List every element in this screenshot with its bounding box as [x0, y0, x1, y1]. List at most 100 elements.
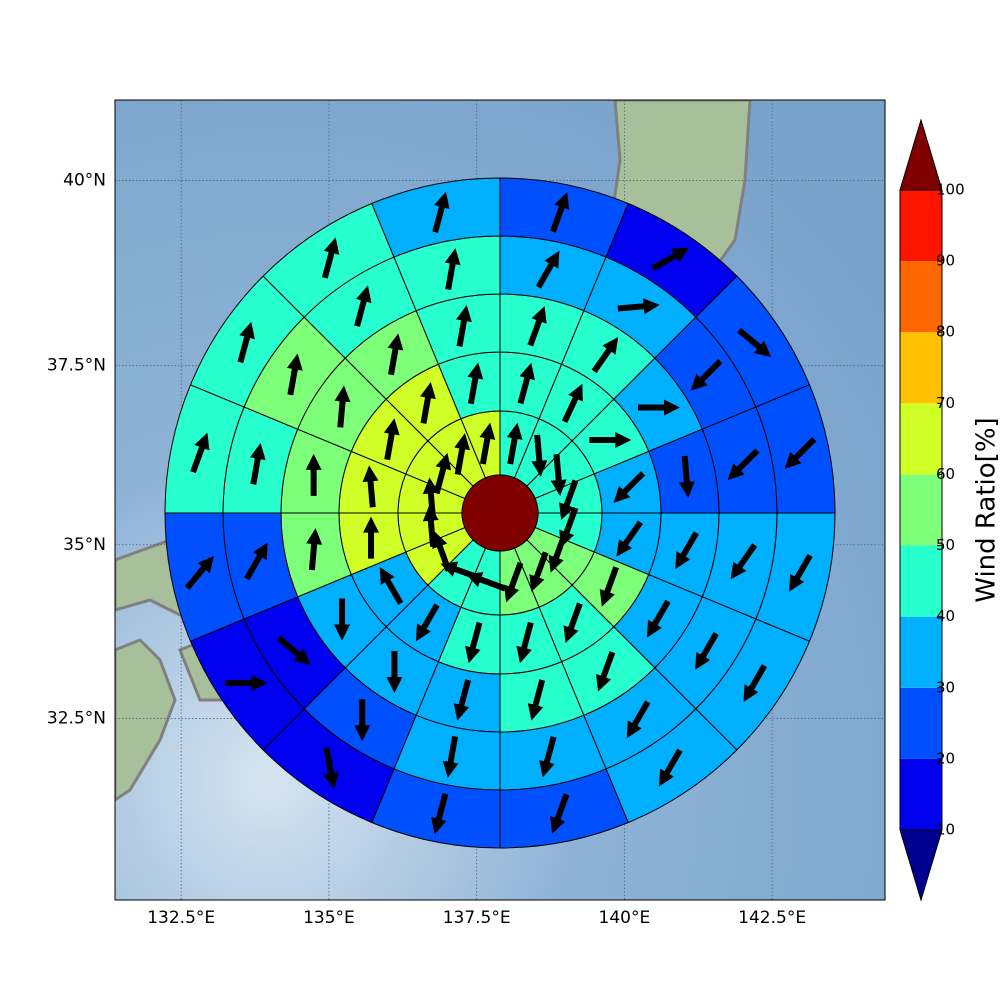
wind-arrow: [616, 520, 643, 557]
colorbar-segment: [900, 545, 942, 617]
x-tick-label: 132.5°E: [147, 908, 215, 928]
wind-arrow: [431, 793, 449, 835]
wind-arrow: [363, 516, 380, 559]
wind-arrow: [599, 566, 619, 607]
wind-arrow: [789, 553, 813, 592]
colorbar-label: Wind Ratio[%]: [972, 417, 1000, 602]
wind-arrow: [237, 321, 255, 364]
wind-arrow: [517, 362, 535, 405]
wind-arrow: [550, 192, 570, 233]
y-tick-label: 35°N: [63, 535, 106, 555]
colorbar-tick-label: 40: [936, 607, 955, 625]
wind-arrow: [456, 304, 472, 347]
wind-arrow: [743, 664, 768, 703]
wind-arrow: [362, 465, 379, 508]
wind-arrow: [531, 434, 548, 477]
wind-arrow: [467, 362, 484, 405]
wind-arrow: [527, 679, 546, 721]
wind-arrow: [737, 327, 772, 358]
wind-arrow: [190, 432, 210, 474]
wind-arrow: [730, 543, 758, 580]
wind-arrow: [675, 531, 699, 570]
colorbar-segment: [900, 616, 942, 688]
y-tick-label: 40°N: [63, 171, 106, 191]
center-disc: [461, 474, 539, 552]
colorbar-frame: [899, 189, 943, 831]
wind-arrow: [690, 358, 723, 391]
colorbar-segment: [900, 687, 942, 759]
wind-arrow: [559, 479, 579, 521]
wind-arrow: [479, 422, 496, 465]
x-tick-label: 140°E: [599, 908, 651, 928]
colorbar-segment: [900, 758, 942, 830]
wind-arrow: [442, 736, 459, 778]
colorbar-tick-label: 70: [936, 394, 955, 412]
wind-arrow: [506, 422, 523, 465]
wind-arrow: [387, 333, 404, 376]
wind-arrow: [420, 381, 436, 424]
wind-arrow: [535, 250, 560, 289]
y-tick-label: 32.5°N: [47, 708, 106, 728]
wind-arrow: [386, 650, 403, 693]
wind-arrow: [334, 385, 351, 428]
wind-arrow: [225, 675, 268, 692]
wind-arrow: [563, 602, 583, 644]
wind-arrow: [433, 452, 452, 495]
colorbar-tick-label: 30: [936, 678, 955, 696]
wind-arrow: [595, 651, 616, 692]
wind-arrow: [548, 532, 568, 573]
wind-arrow: [561, 383, 583, 424]
wind-arrow: [383, 418, 400, 461]
axis-labels: 132.5°E 135°E 137.5°E 140°E 142.5°E 32.5°N 35°…: [47, 171, 806, 928]
wind-sector: [371, 177, 501, 258]
wind-arrow: [379, 567, 404, 605]
wind-arrow: [651, 247, 690, 272]
colorbar-tick-label: 100: [936, 181, 965, 199]
wind-arrow: [306, 528, 323, 571]
wind-arrow: [659, 748, 683, 787]
wind-arrow: [637, 399, 680, 416]
wind-arrow: [323, 747, 339, 790]
wind-arrow: [550, 793, 570, 834]
wind-arrow: [695, 631, 719, 670]
wind-arrow: [550, 453, 567, 497]
wind-arrow: [516, 621, 534, 664]
wind-arrow: [784, 437, 817, 469]
wind-arrow: [678, 455, 695, 498]
colorbar-tick-label: 10: [936, 821, 955, 839]
wind-arrows: [184, 191, 817, 835]
colorbar-segment: [900, 332, 942, 404]
colorbar-segment: [900, 190, 942, 262]
wind-arrow: [354, 285, 372, 327]
wind-arrow: [646, 599, 671, 638]
wind-arrow: [440, 561, 481, 581]
wind-arrow: [432, 191, 450, 233]
wind-arrow: [432, 531, 452, 572]
map-frame: [114, 99, 886, 901]
wind-arrow: [321, 237, 340, 279]
colorbar-tick-label: 20: [936, 749, 955, 767]
colorbar-tick-label: 50: [936, 536, 955, 554]
wind-arrow: [184, 555, 215, 590]
wind-arrow: [249, 442, 266, 485]
wind-arrow: [244, 542, 268, 581]
wind-arrow: [589, 431, 632, 448]
wind-arrow: [305, 453, 322, 496]
wind-arrow: [276, 635, 311, 665]
x-tick-label: 142.5°E: [738, 908, 806, 928]
map-area: [115, 100, 885, 900]
colorbar-segment: [900, 261, 942, 333]
wind-arrow: [444, 248, 461, 290]
wind-arrow: [527, 305, 547, 347]
wind-arrow: [613, 471, 646, 503]
wind-arrow: [465, 621, 483, 664]
wind-arrow: [617, 298, 660, 315]
colorbar-tick-label: 90: [936, 252, 955, 270]
colorbar-tick-label: 60: [936, 465, 955, 483]
x-tick-label: 135°E: [303, 908, 355, 928]
wind-arrow: [539, 736, 557, 778]
colorbar-tick-label: 80: [936, 323, 955, 341]
wind-arrow: [454, 433, 471, 476]
wind-arrow: [591, 336, 619, 374]
